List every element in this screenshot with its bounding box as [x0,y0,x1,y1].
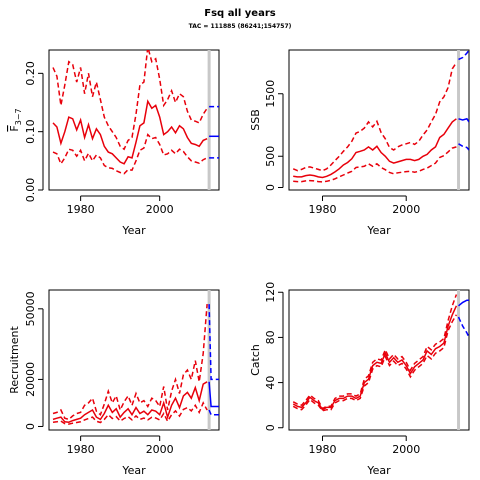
y-tick-label: 0 [24,423,37,430]
catch-lower-line [292,314,458,412]
page-subtitle: TAC = 111885 (86241;154757) [188,23,292,30]
y-axis-label: SSB [249,109,262,131]
ssb-forecast-lower-line [458,143,469,151]
data-layer [292,50,469,190]
x-tick-label: 2000 [146,203,174,216]
y-tick-label: 40 [264,376,277,390]
recruitment-forecast-upper-line [208,304,219,381]
y-tick-label: 20000 [24,362,37,397]
ssb-upper-line [292,62,458,172]
ssb-median-line [293,118,457,179]
y-axis-label: F3−7 [8,108,23,131]
catch-upper-line [292,294,458,410]
x-axis-label: Year [121,464,146,477]
recruitment-lower-line [52,401,208,425]
page-title: Fsq all years [204,8,276,19]
x-axis-label: Year [121,224,146,237]
recruitment-upper-line [52,304,208,421]
y-tick-label: 50000 [24,291,37,326]
data-layer [52,50,219,190]
y-tick-label: 0.10 [24,119,37,144]
catch-forecast-upper-line [459,274,470,281]
y-tick-label: 120 [264,282,277,303]
plot-frame [48,49,220,191]
x-tick-label: 2000 [392,203,420,216]
data-layer [52,290,219,430]
y-tick-label: 0 [264,184,277,191]
y-tick-label: 1500 [264,80,277,108]
recruitment-median-line [52,381,208,423]
catch-forecast-lower-line [457,316,469,338]
y-axis-label: Catch [249,344,262,376]
ssb-forecast-median-line [458,117,469,123]
plot-frame [288,49,470,191]
x-tick-label: 1980 [308,443,336,456]
x-axis-label: Year [366,224,391,237]
f-lower-line [52,133,208,175]
y-tick-label: 0.00 [24,178,37,203]
data-layer [292,274,470,430]
catch-forecast-median-line [458,299,469,307]
ssb-lower-line [293,146,457,183]
y-axis-label-subscript: 3−7 [14,108,23,125]
y-tick-label: 80 [264,330,277,344]
plot-frame [288,289,470,431]
x-tick-label: 1980 [67,443,95,456]
recruitment-forecast-median-line [208,381,219,408]
x-tick-label: 1980 [308,203,336,216]
plot-frame [48,289,220,431]
y-tick-label: 0.20 [24,61,37,86]
y-tick-label: 500 [264,146,277,167]
x-tick-label: 2000 [392,443,420,456]
f-median-line [52,99,208,165]
recruitment-forecast-lower-line [208,409,219,416]
catch-median-line [292,305,458,411]
ssb-forecast-upper-line [458,50,469,61]
y-axis-label-main: F [8,125,21,131]
x-axis-label: Year [366,464,391,477]
y-tick-label: 0 [264,424,277,431]
y-axis-label: Recruitment [8,326,21,394]
f-upper-line [52,50,208,151]
x-tick-label: 1980 [67,203,95,216]
x-tick-label: 2000 [146,443,174,456]
